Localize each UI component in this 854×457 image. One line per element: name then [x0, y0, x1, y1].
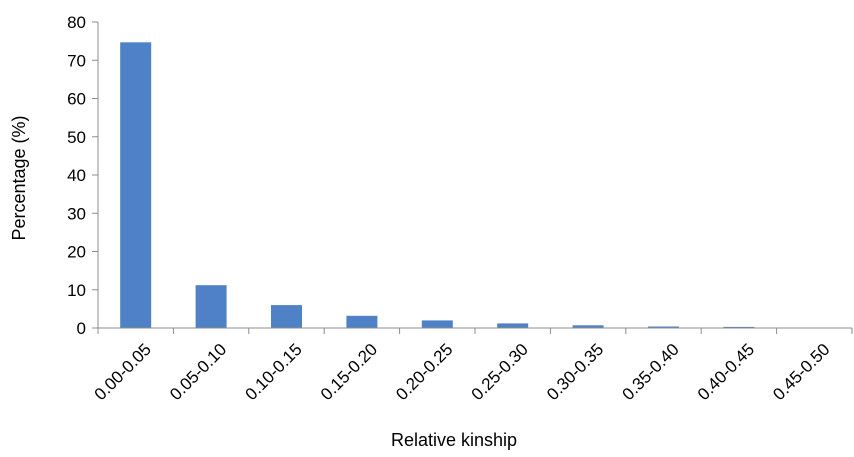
x-tick-label: 0.00-0.05 [91, 340, 155, 404]
y-tick-label: 20 [67, 243, 86, 262]
y-tick-label: 50 [67, 128, 86, 147]
y-tick-label: 30 [67, 204, 86, 223]
y-tick-label: 80 [67, 13, 86, 32]
x-tick-label: 0.25-0.30 [468, 340, 532, 404]
y-tick-label: 70 [67, 51, 86, 70]
x-tick-label: 0.05-0.10 [166, 340, 230, 404]
x-tick-label: 0.30-0.35 [543, 340, 607, 404]
x-tick-label: 0.10-0.15 [242, 340, 306, 404]
x-tick-label: 0.15-0.20 [317, 340, 381, 404]
y-tick-label: 60 [67, 90, 86, 109]
bar-0.20-0.25 [422, 320, 453, 328]
x-tick-label: 0.40-0.45 [694, 340, 758, 404]
bars-layer [120, 42, 830, 328]
x-tick-label: 0.35-0.40 [619, 340, 683, 404]
y-tick-label: 0 [77, 319, 86, 338]
x-axis-title: Relative kinship [391, 430, 517, 450]
y-axis-title: Percentage (%) [9, 115, 29, 240]
y-tick-label: 10 [67, 281, 86, 300]
y-tick-label: 40 [67, 166, 86, 185]
bar-0.25-0.30 [497, 323, 528, 328]
x-tick-label: 0.20-0.25 [392, 340, 456, 404]
bar-0.15-0.20 [346, 316, 377, 328]
bar-0.05-0.10 [196, 285, 227, 328]
bar-0.10-0.15 [271, 305, 302, 328]
x-tick-label: 0.45-0.50 [769, 340, 833, 404]
bar-0.00-0.05 [120, 42, 151, 328]
